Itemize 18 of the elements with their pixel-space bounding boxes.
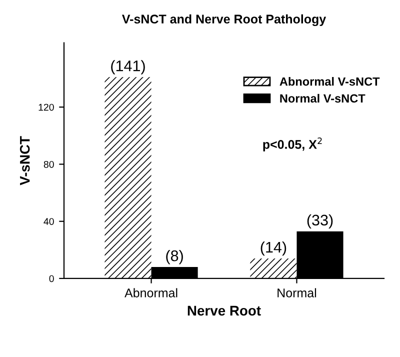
x-tick-label: Normal <box>278 288 316 298</box>
data-label: (141) <box>111 60 145 74</box>
data-label: (14) <box>260 241 286 256</box>
data-label: (33) <box>307 214 333 229</box>
legend-label: Abnormal V-sNCT <box>280 77 380 86</box>
y-tick-label: 80 <box>44 160 54 168</box>
chart-title: V-sNCT and Nerve Root Pathology <box>122 14 326 26</box>
y-tick-label: 120 <box>38 104 54 111</box>
y-tick-label: 40 <box>44 218 54 225</box>
bar <box>104 77 152 278</box>
x-axis-title: Nerve Root <box>188 306 261 316</box>
annotation: p<0.05, X$^{2}$ <box>263 137 322 152</box>
x-tick-label: Abnormal <box>124 288 178 298</box>
y-tick-label: 0 <box>49 275 54 282</box>
legend-label: Normal V-sNCT <box>280 94 366 103</box>
data-label: (8) <box>166 250 183 264</box>
bar <box>250 258 297 278</box>
y-axis-title: V-sNCT <box>20 136 30 186</box>
